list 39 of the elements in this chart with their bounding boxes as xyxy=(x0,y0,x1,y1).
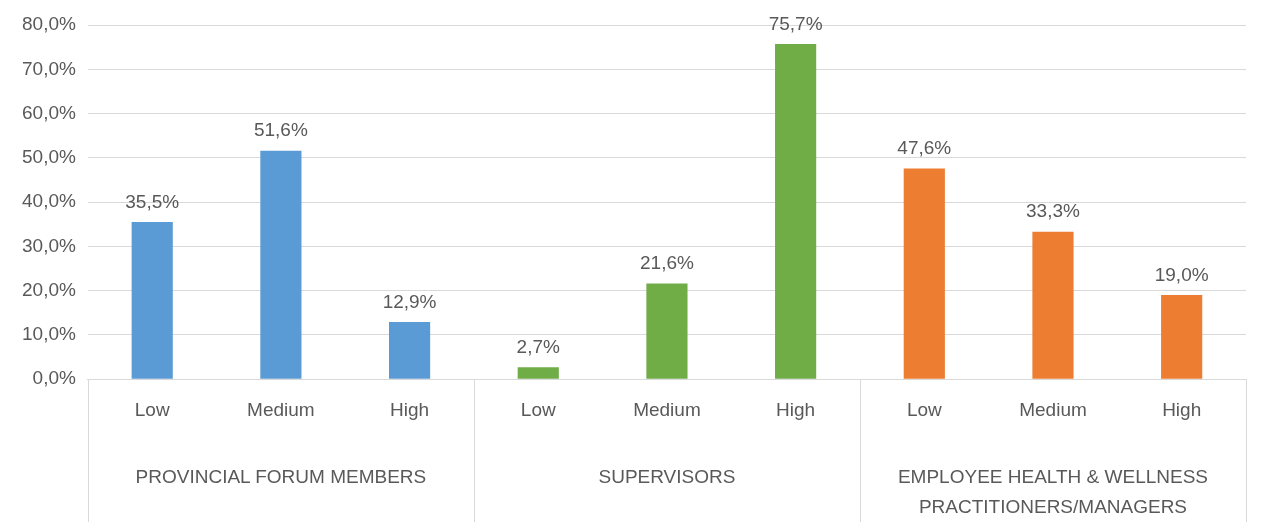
x-tick-label: Low xyxy=(906,398,942,420)
bar xyxy=(1032,231,1074,379)
data-label: 35,5% xyxy=(125,190,180,212)
bar xyxy=(775,44,817,379)
data-label: 21,6% xyxy=(640,252,694,274)
text: PROVINCIAL FORUM MEMBERS xyxy=(135,466,427,488)
text: EMPLOYEE HEALTH & WELLNESS PRACTITIONERS/MANAGERS xyxy=(897,466,1209,518)
y-tick-label: 50,0% xyxy=(22,146,76,168)
y-tick-label: 30,0% xyxy=(22,234,76,256)
data-label: 51,6% xyxy=(253,119,308,141)
bar xyxy=(388,322,431,379)
y-tick-label: 0,0% xyxy=(32,367,76,389)
data-label: 47,6% xyxy=(897,137,952,159)
x-tick-label: Low xyxy=(134,398,170,420)
x-tick-label: High xyxy=(776,398,816,420)
bar xyxy=(646,283,688,379)
x-tick-label: Medium xyxy=(633,398,701,420)
data-label: 19,0% xyxy=(1154,263,1209,285)
x-tick-label: Low xyxy=(520,398,556,420)
text: SUPERVISORS xyxy=(598,466,736,488)
x-tick-label: Medium xyxy=(247,398,315,420)
x-tick-label: Medium xyxy=(1019,398,1087,420)
bar xyxy=(903,168,945,379)
bar xyxy=(260,150,302,379)
bar xyxy=(131,222,173,379)
data-label: 2,7% xyxy=(516,335,561,357)
y-tick-label: 20,0% xyxy=(22,278,76,300)
data-label: 12,9% xyxy=(382,290,437,312)
x-tick-label: High xyxy=(390,398,430,420)
data-label: 33,3% xyxy=(1026,200,1081,222)
y-tick-label: 40,0% xyxy=(22,190,76,212)
x-tick-label: High xyxy=(1162,398,1202,420)
bar xyxy=(517,367,559,379)
data-label: 75,7% xyxy=(768,12,823,34)
bar xyxy=(1161,295,1203,379)
y-tick-label: 60,0% xyxy=(22,101,76,123)
y-tick-label: 70,0% xyxy=(22,57,76,79)
y-tick-label: 80,0% xyxy=(22,13,76,35)
y-tick-label: 10,0% xyxy=(22,323,76,345)
